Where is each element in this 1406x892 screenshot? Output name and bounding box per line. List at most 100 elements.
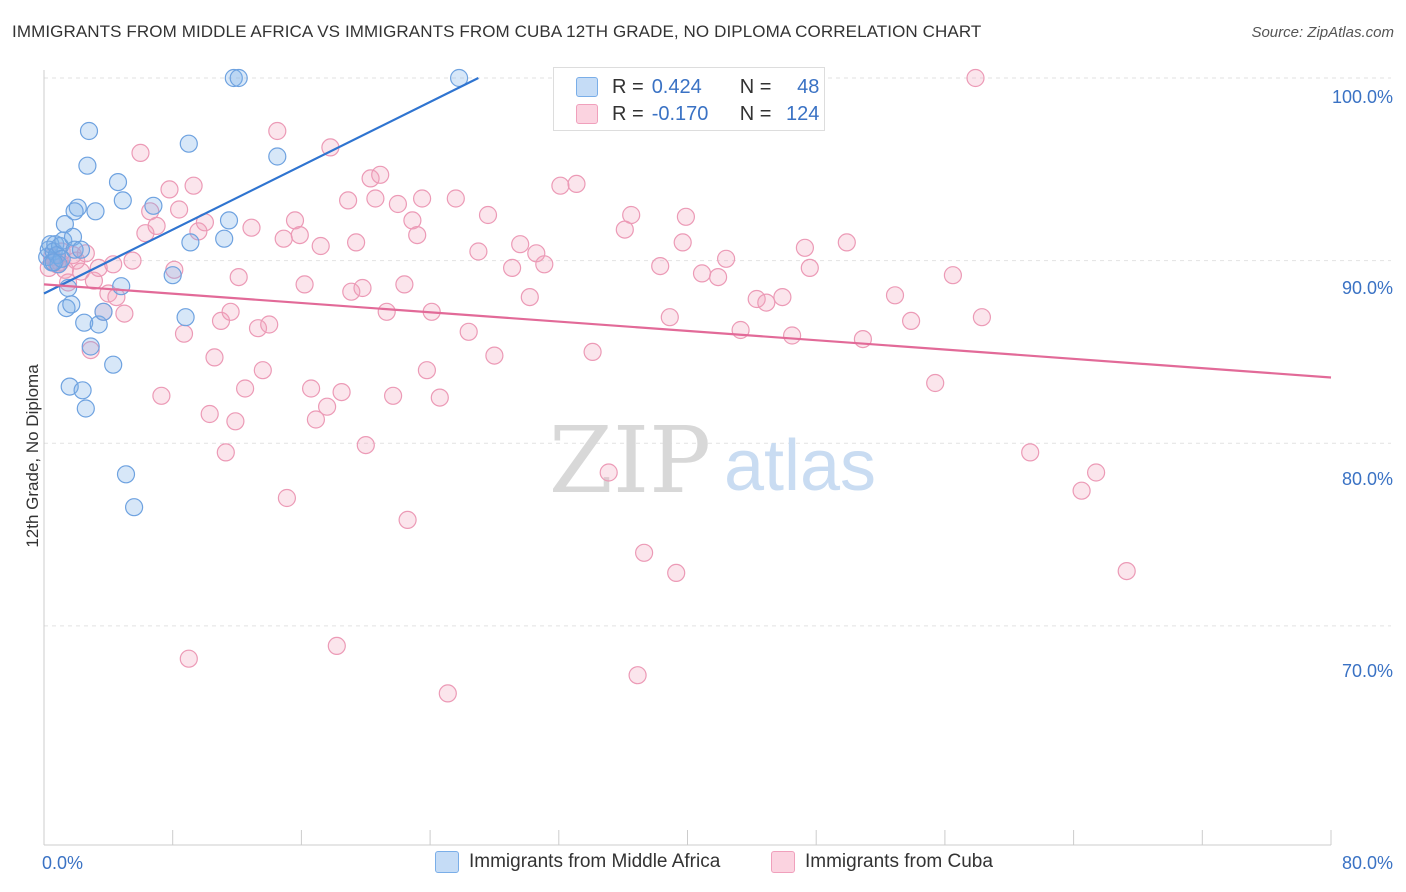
point-cuba-120 (1117, 561, 1136, 581)
legend-n-value: 124 (786, 102, 820, 125)
point-cuba-92 (628, 666, 647, 685)
point-cuba-59 (353, 278, 372, 298)
point-cuba-63 (371, 165, 390, 184)
point-middle-africa-32 (113, 191, 132, 210)
y-tick-label-90: 90.0% (1342, 278, 1393, 298)
point-cuba-61 (361, 169, 380, 188)
point-cuba-44 (274, 229, 293, 248)
point-cuba-51 (311, 236, 330, 256)
point-middle-africa-35 (144, 196, 163, 215)
legend-swatch-pink (771, 851, 795, 873)
trend-line-middle-africa (43, 77, 479, 295)
point-cuba-74 (430, 388, 449, 407)
point-middle-africa-11 (55, 215, 75, 234)
point-middle-africa-37 (176, 308, 195, 327)
legend-n-label: N = (739, 102, 772, 125)
point-cuba-33 (211, 311, 231, 330)
legend-swatch-blue (435, 851, 459, 873)
point-cuba-100 (708, 268, 728, 287)
axis-labels: 12th Grade, No Diploma 0.0% 80.0% 70.0% … (23, 87, 1393, 873)
point-cuba-57 (342, 282, 361, 301)
point-cuba-80 (485, 346, 504, 365)
point-middle-africa-30 (108, 173, 128, 192)
legend-label: Immigrants from Cuba (805, 851, 993, 872)
point-middle-africa-15 (62, 295, 81, 314)
point-middle-africa-29 (104, 355, 123, 374)
point-cuba-66 (388, 194, 407, 214)
x-tick-label-min: 0.0% (42, 853, 83, 873)
point-middle-africa-21 (75, 313, 94, 332)
stats-legend: R = 0.424 N = 48 R = -0.170 N = 124 (553, 67, 825, 131)
point-cuba-50 (306, 410, 325, 429)
legend-label: Immigrants from Middle Africa (469, 851, 721, 872)
point-cuba-56 (339, 191, 358, 210)
point-cuba-107 (795, 238, 815, 257)
point-cuba-101 (716, 249, 736, 268)
legend-item-cuba: Immigrants from Cuba (771, 851, 993, 873)
y-axis-label: 12th Grade, No Diploma (23, 364, 42, 548)
trend-line-cuba (43, 283, 1332, 379)
point-cuba-116 (972, 308, 992, 327)
point-cuba-118 (1072, 481, 1091, 500)
point-cuba-19 (136, 224, 155, 243)
x-tick-label-max: 80.0% (1342, 853, 1393, 873)
point-middle-africa-31 (112, 277, 131, 296)
point-cuba-83 (520, 288, 539, 307)
legend-r-label: R = (612, 75, 644, 98)
grid-lines (44, 77, 1391, 627)
point-cuba-17 (123, 251, 142, 270)
legend-row-cuba: R = -0.170 N = 124 (576, 100, 819, 128)
source-credit: Source: ZipAtlas.com (1251, 24, 1394, 41)
point-middle-africa-39 (181, 233, 200, 252)
point-cuba-26 (174, 324, 194, 343)
trend-lines (43, 77, 1332, 379)
point-middle-africa-47 (65, 202, 84, 221)
legend-r-label: R = (612, 102, 644, 125)
point-cuba-72 (417, 361, 436, 380)
point-cuba-34 (216, 443, 235, 462)
point-cuba-76 (446, 189, 465, 208)
point-cuba-77 (459, 322, 478, 341)
axes (43, 70, 1332, 846)
point-cuba-58 (347, 233, 366, 252)
point-cuba-52 (318, 397, 337, 416)
point-cuba-47 (290, 226, 309, 245)
point-cuba-48 (295, 275, 314, 294)
legend-r-value: -0.170 (651, 102, 709, 125)
point-cuba-45 (277, 488, 296, 508)
point-middle-africa-36 (163, 266, 182, 285)
watermark: ZIP atlas (549, 407, 876, 514)
point-cuba-82 (511, 235, 530, 254)
point-cuba-75 (438, 684, 457, 703)
point-cuba-111 (885, 286, 905, 305)
point-middle-africa-33 (116, 465, 136, 484)
point-cuba-119 (1086, 463, 1106, 482)
point-cuba-43 (268, 121, 287, 141)
data-points (38, 68, 1136, 703)
point-cuba-27 (179, 649, 198, 668)
point-cuba-62 (366, 189, 385, 208)
watermark-zip: ZIP (549, 407, 711, 514)
point-cuba-109 (837, 233, 856, 252)
point-middle-africa-38 (179, 134, 198, 153)
point-cuba-94 (651, 257, 670, 276)
point-cuba-41 (253, 361, 272, 380)
point-cuba-112 (901, 311, 921, 330)
point-cuba-95 (660, 308, 679, 327)
point-cuba-35 (221, 302, 240, 321)
point-cuba-81 (502, 258, 522, 277)
point-cuba-79 (478, 205, 498, 225)
point-cuba-64 (377, 302, 396, 321)
point-cuba-32 (205, 348, 224, 367)
point-middle-africa-43 (229, 68, 248, 88)
legend-swatch-blue (576, 77, 598, 97)
point-cuba-37 (229, 268, 248, 287)
legend-r-value: 0.424 (651, 75, 702, 98)
point-cuba-96 (667, 563, 686, 583)
point-cuba-60 (356, 436, 375, 455)
point-middle-africa-41 (219, 211, 239, 230)
point-cuba-99 (692, 264, 712, 283)
point-middle-africa-20 (73, 381, 92, 400)
point-middle-africa-24 (79, 121, 99, 141)
